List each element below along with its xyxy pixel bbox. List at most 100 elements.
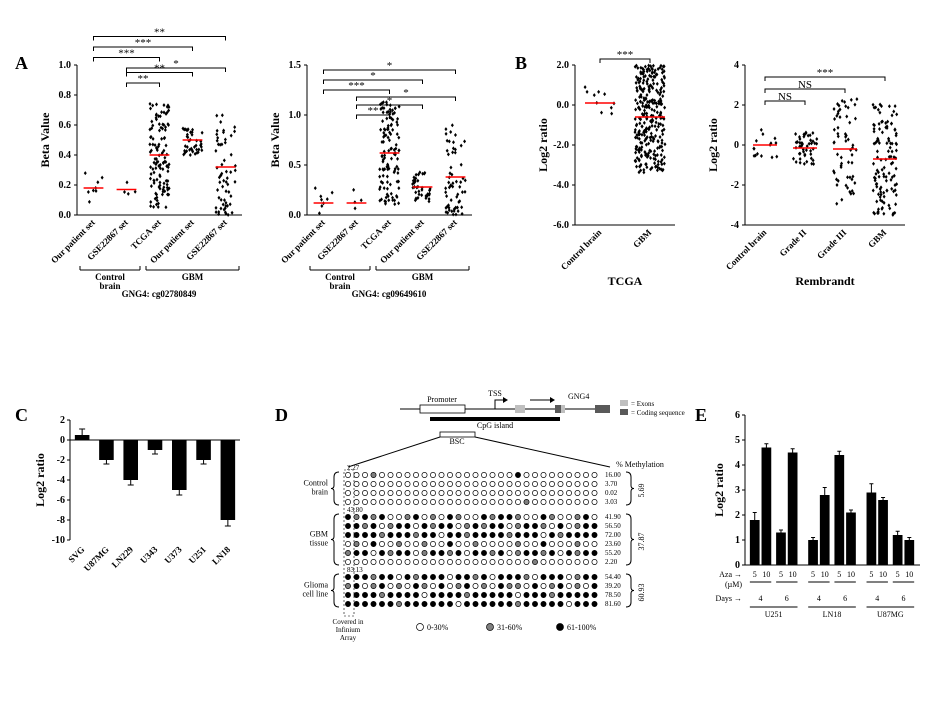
svg-text:4: 4 xyxy=(875,594,879,603)
svg-text:TCGA set: TCGA set xyxy=(359,217,393,251)
svg-text:***: *** xyxy=(118,48,135,60)
svg-text:56.50: 56.50 xyxy=(605,522,621,530)
svg-text:Infinium: Infinium xyxy=(336,626,361,634)
svg-text:Grade III: Grade III xyxy=(815,227,849,261)
svg-text:10: 10 xyxy=(762,570,770,579)
svg-text:41.90: 41.90 xyxy=(605,513,621,521)
svg-text:NS: NS xyxy=(798,79,812,91)
svg-text:-6: -6 xyxy=(57,495,65,506)
svg-text:10: 10 xyxy=(879,570,887,579)
svg-text:1.0: 1.0 xyxy=(59,60,72,71)
svg-text:brain: brain xyxy=(329,281,350,291)
svg-text:2.27: 2.27 xyxy=(347,464,360,472)
svg-text:5: 5 xyxy=(779,570,783,579)
svg-text:**: ** xyxy=(368,105,379,117)
svg-text:Control brain: Control brain xyxy=(724,227,769,272)
svg-text:0-30%: 0-30% xyxy=(427,623,449,632)
svg-text:10: 10 xyxy=(789,570,797,579)
svg-text:-2.0: -2.0 xyxy=(553,140,569,151)
svg-text:2: 2 xyxy=(60,415,65,426)
svg-text:NS: NS xyxy=(778,91,792,103)
svg-text:GBM: GBM xyxy=(866,227,889,250)
svg-text:**: ** xyxy=(138,73,149,85)
svg-text:LN229: LN229 xyxy=(110,544,136,570)
svg-text:= Exons: = Exons xyxy=(631,400,654,408)
svg-text:0.6: 0.6 xyxy=(59,120,72,131)
svg-text:6: 6 xyxy=(901,594,905,603)
svg-text:-4.0: -4.0 xyxy=(553,180,569,191)
svg-text:***: *** xyxy=(817,67,834,79)
panel-e-label: E xyxy=(695,405,707,426)
panel-a-chart1: 0.00.20.40.60.81.0Beta ValueOur patient … xyxy=(35,15,260,305)
svg-text:*: * xyxy=(387,60,393,72)
svg-text:Array: Array xyxy=(340,634,357,642)
svg-text:GBM: GBM xyxy=(631,227,654,250)
svg-text:-2: -2 xyxy=(57,455,65,466)
svg-text:-4: -4 xyxy=(57,475,65,486)
svg-text:GBM: GBM xyxy=(412,272,434,282)
svg-text:U87MG: U87MG xyxy=(82,544,111,573)
svg-text:***: *** xyxy=(135,37,152,49)
svg-text:81.60: 81.60 xyxy=(605,600,621,608)
svg-text:Days →: Days → xyxy=(716,594,742,603)
svg-text:LN18: LN18 xyxy=(210,544,233,567)
svg-text:83.13: 83.13 xyxy=(347,566,363,574)
panel-d-diagram: PromoterTSSGNG4CpG islandBSC= Exons= Cod… xyxy=(290,385,685,680)
svg-text:U251: U251 xyxy=(187,544,209,566)
svg-text:4: 4 xyxy=(817,594,821,603)
svg-text:U87MG: U87MG xyxy=(877,610,904,619)
svg-text:Log2 ratio: Log2 ratio xyxy=(712,463,726,517)
svg-text:-2: -2 xyxy=(731,180,739,191)
panel-a-label: A xyxy=(15,53,28,74)
panel-b-chart2: -4-2024Log2 ratioControl brainGrade IIGr… xyxy=(705,35,925,290)
svg-text:54.40: 54.40 xyxy=(605,573,621,581)
svg-text:0: 0 xyxy=(60,435,65,446)
svg-text:U373: U373 xyxy=(162,544,184,566)
svg-text:10: 10 xyxy=(821,570,829,579)
svg-text:***: *** xyxy=(348,80,365,92)
svg-text:Log2 ratio: Log2 ratio xyxy=(536,118,550,172)
svg-text:-4: -4 xyxy=(731,220,739,231)
svg-text:CpG island: CpG island xyxy=(477,421,513,430)
svg-text:0.0: 0.0 xyxy=(557,100,570,111)
svg-text:3.70: 3.70 xyxy=(605,480,618,488)
svg-text:-10: -10 xyxy=(52,535,65,546)
svg-text:U251: U251 xyxy=(765,610,783,619)
svg-text:Beta Value: Beta Value xyxy=(38,112,52,168)
svg-text:BSC: BSC xyxy=(449,437,464,446)
svg-text:Glioma: Glioma xyxy=(304,581,328,590)
svg-text:Grade II: Grade II xyxy=(777,227,808,258)
svg-text:TCGA: TCGA xyxy=(608,274,643,288)
panel-b-label: B xyxy=(515,53,527,74)
svg-text:Log2 ratio: Log2 ratio xyxy=(33,453,47,507)
svg-text:4: 4 xyxy=(735,460,740,471)
svg-text:0.0: 0.0 xyxy=(59,210,72,221)
panel-a-chart2: 0.00.51.01.5Beta ValueOur patient setGSE… xyxy=(265,15,490,305)
svg-text:GBM: GBM xyxy=(182,272,204,282)
svg-text:1.0: 1.0 xyxy=(289,110,302,121)
svg-text:55.20: 55.20 xyxy=(605,549,621,557)
svg-text:2: 2 xyxy=(734,100,739,111)
svg-text:-8: -8 xyxy=(57,515,65,526)
svg-text:tissue: tissue xyxy=(310,539,329,548)
panel-b-chart1: -6.0-4.0-2.00.02.0Log2 ratioControl brai… xyxy=(535,35,700,290)
svg-text:5: 5 xyxy=(837,570,841,579)
svg-text:0.2: 0.2 xyxy=(59,180,72,191)
svg-text:GNG4: GNG4 xyxy=(568,392,589,401)
svg-text:brain: brain xyxy=(312,488,328,497)
svg-text:GNG4: cg02780849: GNG4: cg02780849 xyxy=(122,289,197,299)
svg-text:31-60%: 31-60% xyxy=(497,623,523,632)
svg-text:6: 6 xyxy=(843,594,847,603)
svg-text:5: 5 xyxy=(811,570,815,579)
svg-text:*: * xyxy=(173,58,179,70)
figure-container: A 0.00.20.40.60.81.0Beta ValueOur patien… xyxy=(15,15,929,691)
svg-text:10: 10 xyxy=(905,570,913,579)
svg-text:2: 2 xyxy=(735,510,740,521)
svg-text:Log2 ratio: Log2 ratio xyxy=(706,118,720,172)
svg-text:5: 5 xyxy=(753,570,757,579)
svg-text:5: 5 xyxy=(735,435,740,446)
svg-text:cell line: cell line xyxy=(302,590,328,599)
svg-text:Aza →: Aza → xyxy=(719,570,742,579)
svg-text:72.00: 72.00 xyxy=(605,531,621,539)
svg-text:TCGA set: TCGA set xyxy=(129,217,163,251)
